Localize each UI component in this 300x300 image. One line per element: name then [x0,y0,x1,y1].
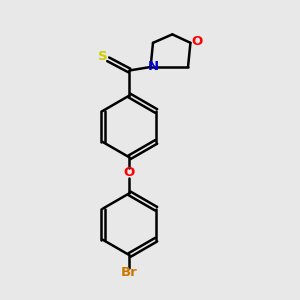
Text: N: N [147,60,158,73]
Text: S: S [98,50,108,63]
Text: Br: Br [121,266,138,279]
Text: O: O [191,35,203,48]
Text: O: O [124,166,135,178]
